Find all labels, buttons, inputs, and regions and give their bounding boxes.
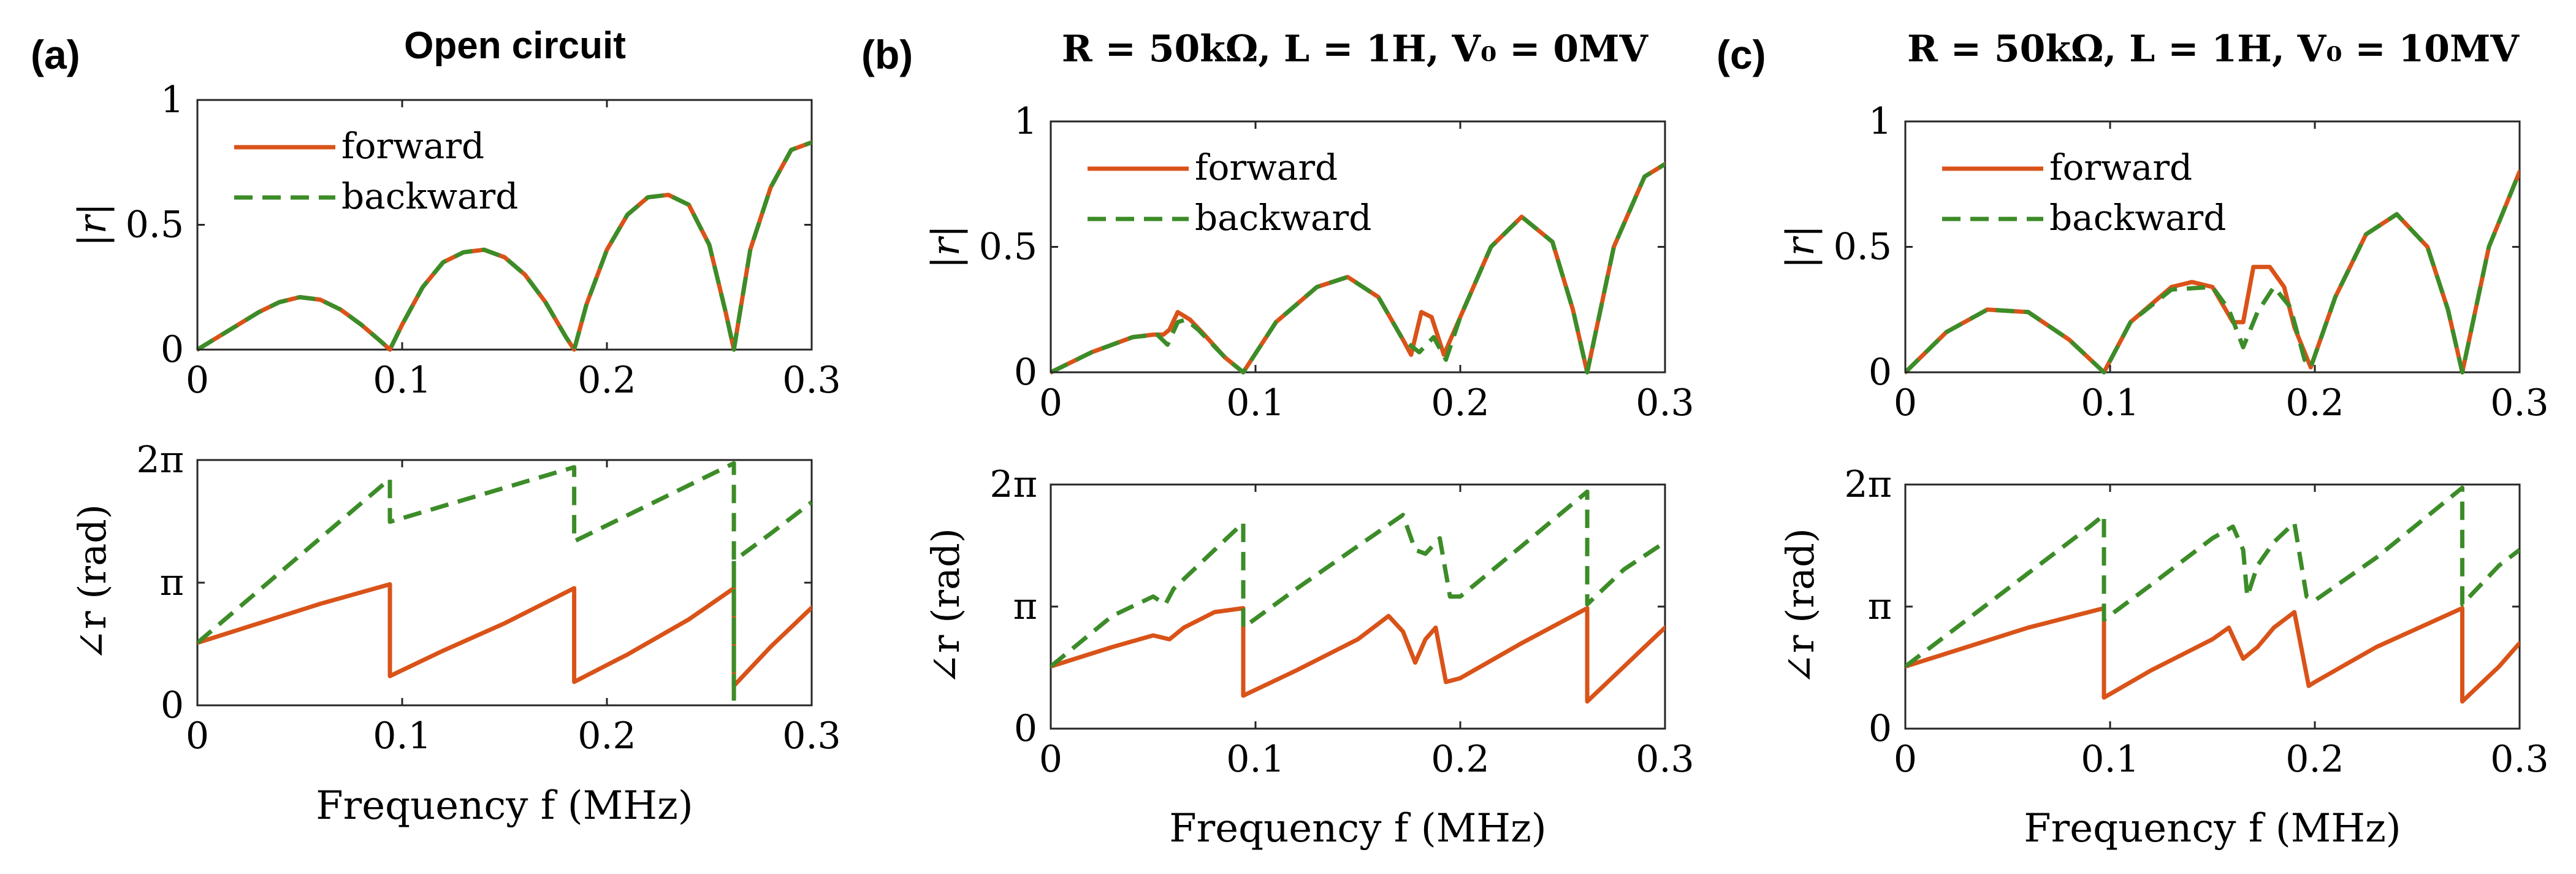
x-tick-label: 0.1	[373, 359, 431, 402]
y-tick-label: π	[1013, 585, 1037, 628]
y-tick-label: 0	[1869, 707, 1892, 750]
legend: forward backward	[234, 125, 518, 217]
x-tick-label: 0	[186, 359, 209, 402]
x-tick-label: 0.1	[2081, 738, 2139, 781]
x-tick-label: 0.2	[2285, 738, 2344, 781]
legend-label-forward: forward	[2049, 147, 2192, 188]
x-tick-label: 0.1	[1226, 381, 1284, 424]
y-axis-label: ∠r (rad)	[923, 528, 968, 685]
legend: forward backward	[1088, 147, 1371, 239]
y-axis-label: |r|	[923, 225, 968, 269]
y-tick-label: 2π	[136, 439, 184, 481]
x-tick-label: 0.3	[2490, 738, 2548, 781]
subplot-phase: 0 0.1 0.2 0.3 0 π 2π ∠r (rad) Frequency f (MHz)	[70, 439, 841, 829]
panel-title: Open circuit	[404, 25, 626, 67]
x-tick-label: 0.2	[577, 715, 636, 757]
panel-0: (a) Open circuit 0 0.1 0.2 0.3 0 0.5 1 |r| forward…	[31, 25, 841, 829]
x-tick-label: 0	[1039, 381, 1062, 424]
legend-label-forward: forward	[341, 125, 484, 167]
x-tick-label: 0.3	[1636, 381, 1694, 424]
y-tick-label: 0.5	[126, 204, 184, 247]
panel-label: (c)	[1717, 32, 1766, 77]
y-tick-label: 1	[1869, 100, 1892, 143]
y-tick-label: 2π	[1844, 463, 1892, 506]
x-tick-label: 0	[1894, 381, 1917, 424]
legend-label-backward: backward	[1195, 197, 1371, 239]
x-tick-label: 0.1	[1226, 738, 1284, 781]
x-tick-label: 0.1	[2081, 381, 2139, 424]
y-axis-label: |r|	[70, 203, 115, 247]
y-tick-label: 0	[161, 684, 184, 727]
panel-title: R = 50kΩ, L = 1H, V₀ = 10MV	[1907, 28, 2520, 71]
x-tick-label: 0.3	[782, 359, 840, 402]
y-tick-label: 0	[1014, 351, 1037, 394]
series-backward-line	[197, 461, 812, 704]
x-axis-label: Frequency f (MHz)	[316, 783, 693, 829]
series-backward-line	[197, 140, 812, 352]
series-backward-line	[1905, 485, 2520, 669]
panel-2: (c) R = 50kΩ, L = 1H, V₀ = 10MV 0 0.1 0.2 0.3…	[1717, 28, 2549, 851]
panel-title: R = 50kΩ, L = 1H, V₀ = 0MV	[1062, 28, 1649, 71]
x-tick-label: 0.2	[1431, 381, 1489, 424]
subplot-magnitude: 0 0.1 0.2 0.3 0 0.5 1 |r| forward backward	[1778, 100, 2549, 424]
y-tick-label: 0	[1869, 351, 1892, 394]
x-tick-label: 0	[1039, 738, 1062, 781]
x-tick-label: 0.2	[1431, 738, 1489, 781]
series-backward-line	[1051, 162, 1665, 375]
series-forward-line	[1051, 606, 1665, 704]
y-tick-label: 1	[161, 79, 184, 121]
y-tick-label: 0	[1014, 707, 1037, 750]
y-axis-label: ∠r (rad)	[70, 504, 115, 661]
x-axis-label: Frequency f (MHz)	[1169, 806, 1547, 851]
x-tick-label: 0	[186, 715, 209, 757]
subplot-magnitude: 0 0.1 0.2 0.3 0 0.5 1 |r| forward backward	[70, 79, 841, 402]
x-tick-label: 0.2	[577, 359, 636, 402]
legend-label-backward: backward	[2049, 197, 2226, 239]
series-backward-line	[1905, 171, 2520, 375]
y-tick-label: 2π	[989, 463, 1037, 506]
y-tick-label: 1	[1014, 100, 1037, 143]
x-tick-label: 0.2	[2285, 381, 2344, 424]
subplot-phase: 0 0.1 0.2 0.3 0 π 2π ∠r (rad) Frequency f (MHz)	[923, 463, 1694, 851]
series-forward-line	[1905, 169, 2520, 375]
x-tick-label: 0.1	[373, 715, 431, 757]
panel-label: (a)	[31, 32, 80, 77]
y-axis-label: |r|	[1778, 225, 1823, 269]
legend-label-forward: forward	[1195, 147, 1338, 188]
x-tick-label: 0.3	[1636, 738, 1694, 781]
y-tick-label: π	[1868, 585, 1892, 628]
series-backward-line	[1051, 489, 1665, 669]
subplot-phase: 0 0.1 0.2 0.3 0 π 2π ∠r (rad) Frequency f (MHz)	[1778, 463, 2549, 851]
y-tick-label: 0.5	[979, 226, 1037, 269]
legend-label-backward: backward	[341, 175, 518, 217]
x-tick-label: 0.3	[782, 715, 840, 757]
y-axis-label: ∠r (rad)	[1778, 528, 1823, 685]
legend: forward backward	[1942, 147, 2226, 239]
subplot-magnitude: 0 0.1 0.2 0.3 0 0.5 1 |r| forward backward	[923, 100, 1694, 424]
y-tick-label: 0	[161, 328, 184, 371]
y-tick-label: π	[160, 561, 184, 604]
x-axis-label: Frequency f (MHz)	[2024, 806, 2401, 851]
x-tick-label: 0	[1894, 738, 1917, 781]
panel-label: (b)	[861, 32, 913, 77]
x-tick-label: 0.3	[2490, 381, 2548, 424]
y-tick-label: 0.5	[1834, 226, 1892, 269]
